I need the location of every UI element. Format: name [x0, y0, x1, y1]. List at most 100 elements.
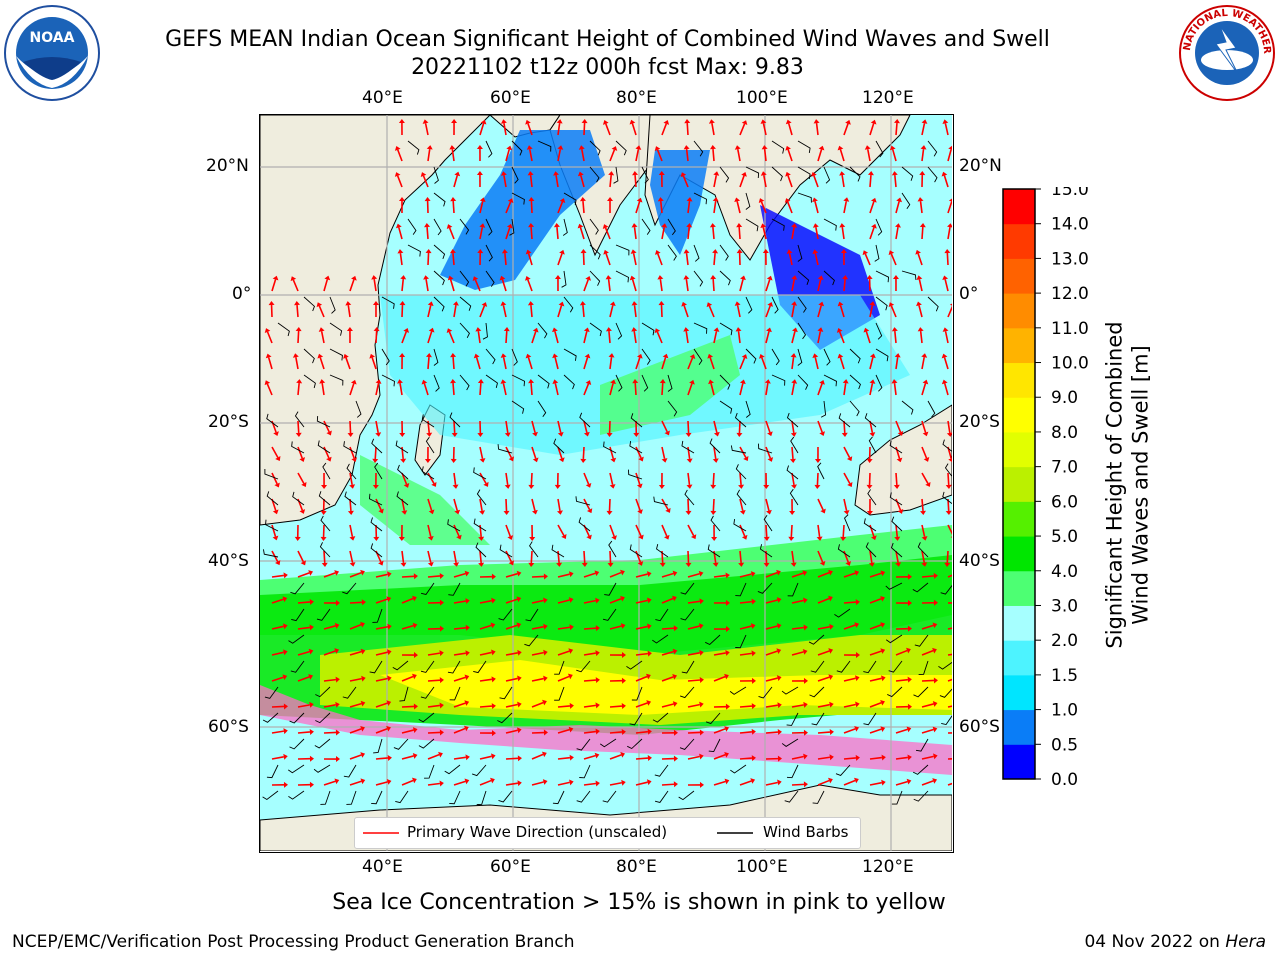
wave-arrow-head — [811, 171, 817, 177]
wind-barb — [433, 244, 446, 260]
wave-arrow-head — [309, 624, 314, 631]
wave-arrow — [531, 331, 537, 344]
wave-arrow — [374, 446, 377, 460]
wind-barb — [912, 582, 929, 593]
wave-arrow — [375, 677, 388, 682]
wave-arrow-head — [334, 622, 340, 629]
legend-wind-barbs: Wind Barbs — [763, 823, 849, 841]
wave-arrow-head — [761, 145, 768, 150]
wave-arrow — [479, 382, 482, 396]
map-title: GEFS MEAN Indian Ocean Significant Heigh… — [165, 27, 1050, 52]
wave-arrow — [604, 227, 611, 240]
wave-arrow-head — [867, 171, 874, 176]
wave-arrow-head — [609, 484, 616, 489]
wave-arrow — [634, 382, 637, 396]
wave-arrow-head — [528, 197, 535, 202]
wave-arrow — [583, 122, 586, 136]
wind-barb — [868, 436, 877, 454]
wave-arrow-head — [847, 482, 853, 488]
wave-arrow-head — [842, 275, 849, 280]
wave-arrow-head — [527, 301, 534, 306]
wave-arrow-head — [841, 432, 848, 437]
wave-arrow-head — [579, 301, 586, 306]
wave-arrow — [921, 148, 925, 162]
wave-arrow — [765, 498, 770, 511]
wave-arrow-head — [491, 649, 496, 656]
wave-arrow — [895, 420, 902, 433]
wave-arrow-head — [559, 249, 565, 255]
wave-arrow-head — [855, 652, 860, 659]
wave-arrow — [531, 575, 545, 578]
wave-arrow-head — [412, 595, 417, 602]
wave-arrow — [375, 598, 388, 604]
wind-barb — [628, 469, 643, 480]
wave-arrow-head — [553, 171, 560, 176]
wave-arrow-head — [915, 249, 921, 255]
wave-arrow-head — [818, 145, 825, 151]
wind-barb — [395, 440, 409, 454]
wave-arrow-head — [680, 172, 687, 178]
wave-arrow-head — [699, 598, 704, 605]
wave-arrow-head — [398, 197, 405, 202]
wave-arrow-head — [803, 753, 808, 760]
wave-arrow — [712, 472, 715, 486]
wave-arrow-head — [767, 431, 773, 437]
wind-barb — [885, 582, 903, 590]
wave-arrow-head — [451, 432, 458, 437]
arabian-sea-low-waves — [440, 130, 605, 290]
wave-arrow — [375, 781, 388, 786]
wave-arrow-head — [561, 533, 567, 539]
wave-arrow — [890, 305, 897, 318]
wave-arrow-head — [751, 598, 756, 605]
colorbar-tick-label: 15.0 — [1051, 187, 1089, 200]
wave-arrow — [947, 305, 952, 318]
wave-arrow — [422, 175, 429, 188]
wave-arrow — [453, 652, 466, 656]
lat-tick-right: 20°S — [959, 412, 1000, 432]
wave-arrow-head — [606, 432, 613, 437]
wind-barb — [418, 712, 435, 723]
wave-arrow-head — [580, 249, 587, 254]
wave-arrow — [345, 357, 351, 370]
noaa-logo: NOAA — [4, 5, 100, 101]
wave-arrow — [685, 148, 689, 162]
wind-barb — [316, 416, 331, 428]
wave-arrow — [527, 253, 533, 266]
wave-arrow — [557, 420, 562, 433]
wave-arrow — [947, 524, 952, 535]
wave-arrow-head — [661, 458, 668, 463]
wave-arrow-head — [657, 275, 664, 280]
wave-arrow — [760, 201, 767, 214]
wind-barb — [730, 445, 747, 454]
wave-arrow-head — [736, 249, 743, 254]
wave-arrow-head — [713, 431, 720, 437]
wind-barb — [874, 244, 880, 262]
wave-arrow — [583, 704, 596, 708]
wind-barb — [784, 790, 799, 803]
wave-arrow-head — [309, 598, 314, 605]
wave-arrow-head — [840, 536, 847, 541]
wave-arrow-head — [439, 572, 444, 579]
wind-barb — [459, 270, 470, 287]
wave-arrow — [452, 382, 455, 396]
wind-barb — [759, 544, 773, 558]
colorbar-tick-label: 11.0 — [1051, 319, 1089, 339]
wave-arrow — [583, 754, 596, 760]
wind-barb — [719, 374, 731, 390]
wave-arrow — [323, 446, 330, 459]
wave-arrow-head — [854, 726, 860, 732]
wave-arrow — [375, 420, 379, 433]
wave-arrow — [503, 123, 507, 136]
wave-arrow-head — [282, 596, 288, 603]
wave-arrow — [765, 446, 772, 459]
lon-tick-bottom: 60°E — [490, 857, 531, 877]
wind-barb — [266, 491, 279, 506]
wave-arrow-head — [450, 197, 457, 202]
wave-arrow-head — [595, 650, 600, 657]
wind-barb — [786, 465, 799, 480]
wave-arrow-head — [334, 570, 340, 576]
wave-arrow — [791, 550, 795, 563]
wave-arrow — [661, 783, 675, 786]
wave-arrow-head — [907, 625, 912, 632]
wave-arrow — [505, 420, 509, 433]
